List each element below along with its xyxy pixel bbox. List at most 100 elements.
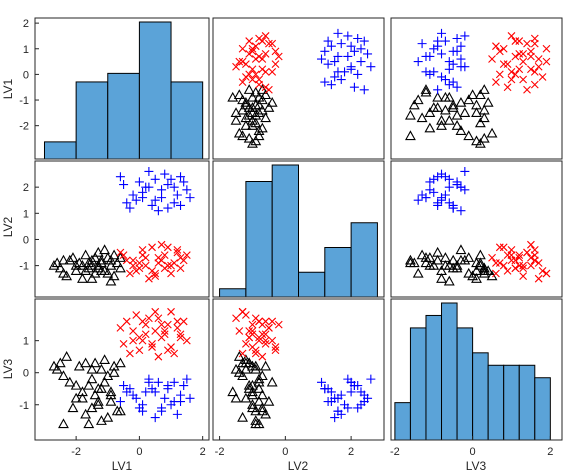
point-LV2-LV1-g2-23 xyxy=(144,166,154,176)
point-LV1-LV3-g2-29 xyxy=(452,82,462,92)
point-LV2-LV1-g1-24 xyxy=(116,248,125,257)
point-LV1-LV3-g0-8 xyxy=(443,114,455,125)
point-LV1-LV3-g0-39 xyxy=(424,107,436,118)
point-LV1-LV3-g0-34 xyxy=(471,99,482,110)
cell-LV2-LV2 xyxy=(212,160,385,298)
point-LV1-LV3-g1-28 xyxy=(495,70,504,79)
point-LV2-LV3-g1-12 xyxy=(519,272,528,280)
point-LV3-LV1-g0-6 xyxy=(70,392,82,403)
histogram-bar-LV3-9 xyxy=(534,377,551,441)
point-LV1-LV3-g0-23 xyxy=(471,107,482,118)
point-LV2-LV1-g2-14 xyxy=(141,182,151,192)
point-LV1-LV3-g0-1 xyxy=(478,132,490,143)
point-LV1-LV2-g2-18 xyxy=(353,34,363,44)
point-LV3-LV2-g2-25 xyxy=(326,387,336,397)
point-LV3-LV2-g0-33 xyxy=(253,395,265,406)
point-LV3-LV1-g0-11 xyxy=(86,373,98,384)
point-LV1-LV2-g0-9 xyxy=(256,122,268,133)
point-LV1-LV3-g2-23 xyxy=(460,62,470,72)
point-LV2-LV1-g2-25 xyxy=(122,198,132,208)
point-LV3-LV2-g0-2 xyxy=(250,363,262,374)
point-LV1-LV3-g2-28 xyxy=(433,36,443,46)
point-LV3-LV1-g1-31 xyxy=(176,330,185,339)
point-LV1-LV3-g1-22 xyxy=(515,65,524,74)
point-LV3-LV1-g0-39 xyxy=(86,402,98,413)
point-LV2-LV1-g2-1 xyxy=(131,195,141,205)
point-LV2-LV1-g2-20 xyxy=(115,172,125,182)
point-LV1-LV2-g0-28 xyxy=(240,112,252,123)
point-LV3-LV2-g2-22 xyxy=(333,393,343,403)
point-LV1-LV3-g1-12 xyxy=(519,57,528,66)
histogram-bar-LV3-5 xyxy=(472,352,489,441)
point-LV3-LV1-g0-31 xyxy=(108,360,120,371)
point-LV3-LV1-g2-13 xyxy=(172,409,182,419)
point-LV3-LV1-g2-15 xyxy=(153,377,163,387)
point-LV1-LV3-g1-4 xyxy=(503,60,512,69)
point-LV2-LV1-g1-6 xyxy=(160,251,169,260)
point-LV3-LV1-g1-19 xyxy=(182,336,191,345)
point-LV3-LV2-g1-34 xyxy=(255,333,263,342)
point-LV1-LV2-g0-21 xyxy=(243,84,255,94)
cell-frame-LV3-LV1 xyxy=(34,298,210,441)
point-LV2-LV1-g1-12 xyxy=(151,272,160,280)
point-LV1-LV2-g2-17 xyxy=(336,75,346,85)
point-LV3-LV2-g1-13 xyxy=(271,346,280,355)
xtick-label-LV2-1: 0 xyxy=(282,446,288,458)
point-LV3-LV2-g0-18 xyxy=(247,389,258,400)
point-LV2-LV3-g0-13 xyxy=(416,249,428,260)
ytick-label-LV2-2: 0 xyxy=(23,234,29,246)
point-LV2-LV3-g1-15 xyxy=(503,251,512,260)
point-LV2-LV1-g2-15 xyxy=(153,206,163,216)
point-LV2-LV1-g1-10 xyxy=(126,269,134,278)
point-LV2-LV3-g0-33 xyxy=(432,254,444,265)
point-LV3-LV1-g0-22 xyxy=(92,395,104,406)
point-LV3-LV1-g2-20 xyxy=(115,397,125,407)
ytick-label-LV1-1: 1 xyxy=(23,44,29,56)
point-LV1-LV2-g2-19 xyxy=(330,57,340,67)
point-LV2-LV1-g0-14 xyxy=(92,259,104,270)
point-LV1-LV2-g2-29 xyxy=(349,82,359,92)
point-LV1-LV2-g0-8 xyxy=(247,114,258,125)
cell-frame-LV3-LV3 xyxy=(390,298,563,441)
point-LV1-LV3-g0-29 xyxy=(439,104,451,115)
ytick-label-LV3-0: 1 xyxy=(23,336,29,348)
point-LV1-LV3-g2-25 xyxy=(444,80,454,90)
point-LV1-LV3-g1-5 xyxy=(534,55,543,63)
point-LV2-LV3-g0-28 xyxy=(478,265,490,275)
point-LV1-LV2-g1-32 xyxy=(248,47,257,56)
point-LV2-LV3-g2-20 xyxy=(433,172,443,182)
point-LV3-LV1-g1-9 xyxy=(179,317,188,326)
point-LV3-LV1-g2-27 xyxy=(138,406,148,416)
point-LV2-LV1-g2-24 xyxy=(157,185,167,195)
point-LV1-LV2-g2-13 xyxy=(336,39,346,49)
point-LV1-LV2-g1-11 xyxy=(268,67,277,76)
point-LV3-LV1-g1-16 xyxy=(145,314,153,323)
point-LV2-LV1-g1-25 xyxy=(148,243,156,252)
point-LV2-LV1-g0-31 xyxy=(108,249,120,260)
point-LV2-LV3-g2-15 xyxy=(456,206,466,216)
point-LV3-LV2-g0-34 xyxy=(240,363,252,374)
point-LV3-LV2-g2-21 xyxy=(320,384,330,394)
point-LV1-LV2-g1-10 xyxy=(238,78,247,86)
point-LV3-LV2-g1-28 xyxy=(251,346,260,355)
point-LV3-LV2-g0-9 xyxy=(256,402,268,413)
point-LV3-LV1-g0-38 xyxy=(92,383,104,393)
point-LV2-LV3-g2-27 xyxy=(421,193,431,203)
point-LV2-LV3-g2-19 xyxy=(413,195,423,205)
cell-LV1-LV1 xyxy=(34,17,210,160)
point-LV1-LV2-g1-23 xyxy=(238,44,247,53)
cell-frame-LV2-LV3 xyxy=(390,160,563,298)
point-LV2-LV1-g2-22 xyxy=(185,193,195,203)
point-LV1-LV3-g2-26 xyxy=(456,41,466,51)
point-LV2-LV1-g2-26 xyxy=(169,182,179,192)
point-LV2-LV3-g1-26 xyxy=(519,264,528,273)
point-LV3-LV2-g0-31 xyxy=(260,360,272,371)
point-LV3-LV2-g0-23 xyxy=(230,363,242,374)
point-LV1-LV2-g1-13 xyxy=(271,47,280,56)
ytick-label-LV2-1: 1 xyxy=(23,208,29,220)
point-LV2-LV3-g0-31 xyxy=(474,249,486,260)
point-LV1-LV2-g0-17 xyxy=(256,94,268,105)
point-LV2-LV3-g0-0 xyxy=(474,259,486,270)
matrix-cells: 2 1 0 -1 -2 2 1 0 -1 1 0 -1 -2 0 2 -2 0 2 -2 0 2 xyxy=(19,17,563,458)
cell-LV2-LV1 xyxy=(34,160,210,298)
